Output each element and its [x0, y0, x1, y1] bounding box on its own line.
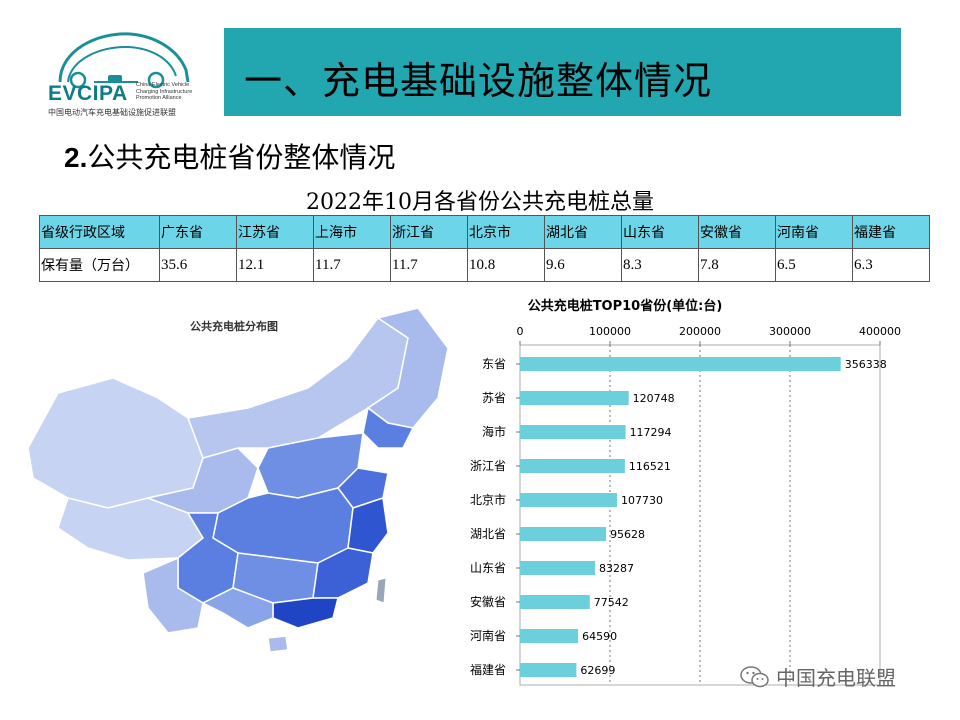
table-cell: 北京市: [467, 215, 545, 249]
table-cell: 河南省: [775, 215, 853, 249]
bar-value-label: 62699: [580, 664, 615, 677]
logo-brand: EVCIPA: [48, 82, 128, 105]
bar-value-label: 116521: [629, 460, 671, 473]
top10-bar-chart: 公共充电桩TOP10省份(单位:台) 0 100000 200000 300000 40…: [470, 298, 901, 686]
category-label: 北京市: [470, 492, 506, 507]
bar: [520, 629, 579, 643]
table-row-label: 省级行政区域: [39, 215, 160, 249]
header-banner: 一、充电基础设施整体情况: [224, 28, 901, 116]
table-cell: 广东省: [159, 215, 237, 249]
section-number: 2.: [64, 142, 88, 173]
category-label: 浙江省: [470, 459, 506, 473]
bar: [520, 459, 625, 473]
bar-value-label: 107730: [621, 494, 663, 507]
logo-chinese: 中国电动汽车充电基础设施促进联盟: [48, 108, 176, 117]
table-cell: 11.7: [390, 248, 468, 282]
section-title: 2.公共充电桩省份整体情况: [64, 136, 395, 176]
table-cell: 安徽省: [698, 215, 776, 249]
bar: [520, 527, 607, 541]
table-cell: 浙江省: [390, 215, 468, 249]
bar: [520, 561, 595, 575]
bar-value-label: 77542: [594, 596, 629, 609]
province-table: 省级行政区域 广东省 江苏省 上海市 浙江省 北京市 湖北省 山东省 安徽省 河…: [39, 215, 930, 282]
wechat-icon: [740, 665, 769, 687]
bar-value-label: 356338: [845, 358, 887, 371]
category-label: 安徽省: [470, 594, 506, 609]
table-title: 2022年10月各省份公共充电桩总量: [306, 190, 654, 217]
table-cell: 6.3: [852, 248, 930, 282]
china-distribution-map: [27, 307, 449, 653]
map-region-northwest: [27, 377, 204, 509]
bar-value-label: 95628: [610, 528, 645, 541]
table-cell: 35.6: [159, 248, 237, 282]
x-tick-label: 400000: [859, 325, 901, 338]
bar-value-label: 64590: [582, 630, 617, 643]
watermark: 中国充电联盟: [740, 662, 896, 691]
category-label: 苏省: [482, 391, 506, 405]
category-label: 湖北省: [470, 526, 506, 541]
category-label: 山东省: [470, 561, 506, 575]
category-label: 河南省: [470, 628, 506, 643]
table-row-label: 保有量（万台）: [39, 248, 160, 282]
table-cell: 7.8: [698, 248, 776, 282]
map-region-jiangsu-shanghai: [347, 497, 389, 554]
table-cell: 湖北省: [544, 215, 622, 249]
map-region-yunnan: [142, 556, 204, 634]
table-header-row: 省级行政区域 广东省 江苏省 上海市 浙江省 北京市 湖北省 山东省 安徽省 河…: [39, 215, 930, 249]
table-cell: 6.5: [775, 248, 853, 282]
category-label: 海市: [482, 424, 506, 439]
bar-value-label: 117294: [630, 426, 672, 439]
x-tick-label: 300000: [769, 325, 811, 338]
map-region-hainan: [267, 635, 289, 653]
map-title: 公共充电桩分布图: [190, 320, 278, 333]
category-label: 福建省: [470, 662, 506, 677]
table-cell: 11.7: [313, 248, 391, 282]
evcipa-logo: [58, 32, 190, 89]
bar: [520, 391, 629, 405]
table-value-row: 保有量（万台） 35.6 12.1 11.7 11.7 10.8 9.6 8.3…: [39, 248, 930, 282]
logo-english: China Electric Vehicle Charging Infrastr…: [136, 82, 193, 101]
table-cell: 福建省: [852, 215, 930, 249]
table-cell: 8.3: [621, 248, 699, 282]
table-cell: 江苏省: [236, 215, 314, 249]
map-region-taiwan: [375, 577, 387, 604]
bar: [520, 493, 617, 507]
map-region-guangxi: [201, 587, 274, 629]
map-region-guangdong: [272, 597, 339, 629]
chart-title: 公共充电桩TOP10省份(单位:台): [528, 298, 723, 314]
x-tick-label: 100000: [589, 325, 631, 338]
bar: [520, 425, 626, 439]
table-cell: 9.6: [544, 248, 622, 282]
table-cell: 10.8: [467, 248, 545, 282]
table-cell: 山东省: [621, 215, 699, 249]
bar: [520, 595, 590, 609]
bar: [520, 357, 841, 371]
table-cell: 上海市: [313, 215, 391, 249]
x-tick-label: 0: [517, 325, 524, 338]
section-text: 公共充电桩省份整体情况: [87, 141, 396, 174]
page-title: 一、充电基础设施整体情况: [244, 59, 713, 103]
bar: [520, 663, 577, 677]
x-tick-label: 200000: [679, 325, 721, 338]
category-label: 东省: [482, 357, 506, 371]
watermark-text: 中国充电联盟: [776, 666, 896, 690]
table-cell: 12.1: [236, 248, 314, 282]
bar-value-label: 83287: [599, 562, 634, 575]
bar-value-label: 120748: [633, 392, 675, 405]
